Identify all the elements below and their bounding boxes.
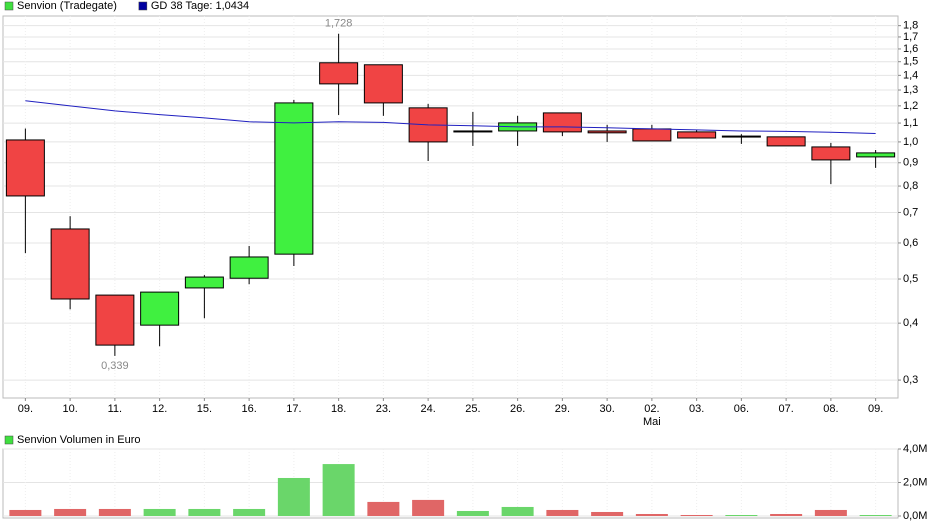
candle-body bbox=[766, 136, 806, 147]
candle-body bbox=[274, 102, 314, 255]
volume-bar bbox=[635, 513, 668, 516]
y-tick-label: 1,3 bbox=[903, 84, 918, 96]
candle-body bbox=[319, 62, 359, 85]
price-annotation: 1,728 bbox=[325, 18, 353, 30]
volume-bar bbox=[456, 510, 489, 516]
volume-bar bbox=[143, 508, 176, 516]
x-tick-label: 24. bbox=[420, 403, 435, 415]
y-tick-label: 0,6 bbox=[903, 237, 918, 249]
legend-swatch bbox=[4, 435, 14, 445]
volume-bar bbox=[501, 506, 534, 516]
y-tick-label: 1,4 bbox=[903, 69, 918, 81]
y-tick-label: 1,7 bbox=[903, 31, 918, 43]
y-tick-label: 1,6 bbox=[903, 43, 918, 55]
legend-label: Senvion Volumen in Euro bbox=[17, 434, 141, 446]
candle-body bbox=[95, 294, 135, 346]
candle-body bbox=[363, 64, 403, 104]
legend-swatch bbox=[138, 1, 148, 11]
volume-bar bbox=[277, 477, 310, 516]
price-frame bbox=[2, 15, 899, 399]
volume-bar bbox=[591, 511, 624, 516]
volume-bar bbox=[98, 508, 131, 516]
volume-frame bbox=[2, 448, 899, 519]
y-tick-label: 2,0M bbox=[903, 476, 927, 488]
x-tick-label: 02. bbox=[644, 403, 659, 415]
y-tick-label: 0,9 bbox=[903, 157, 918, 169]
candle-body bbox=[587, 130, 627, 134]
y-tick-label: 0,3 bbox=[903, 374, 918, 386]
volume-bar bbox=[412, 499, 445, 516]
candle-body bbox=[5, 139, 45, 197]
candle-body bbox=[453, 130, 493, 133]
volume-bar bbox=[546, 509, 579, 516]
candle-body bbox=[811, 146, 851, 161]
x-tick-label: 30. bbox=[599, 403, 614, 415]
volume-bar bbox=[322, 464, 355, 516]
x-tick-label: 07. bbox=[778, 403, 793, 415]
x-tick-label: 10. bbox=[62, 403, 77, 415]
x-tick-label: 12. bbox=[152, 403, 167, 415]
y-tick-label: 1,5 bbox=[903, 56, 918, 68]
candle-body bbox=[140, 291, 180, 326]
x-tick-label: 09. bbox=[18, 403, 33, 415]
y-tick-label: 4,0M bbox=[903, 443, 927, 455]
y-tick-label: 1,2 bbox=[903, 100, 918, 112]
volume-bar bbox=[680, 514, 713, 516]
candle-body bbox=[184, 276, 224, 289]
x-tick-label: 11. bbox=[108, 403, 122, 415]
candle-body bbox=[50, 228, 90, 300]
volume-bar bbox=[233, 508, 266, 516]
moving-average-line bbox=[25, 100, 876, 135]
x-tick-label: 25. bbox=[465, 403, 480, 415]
legend-label: GD 38 Tage: 1,0434 bbox=[151, 0, 249, 12]
x-tick-label: 16. bbox=[241, 403, 256, 415]
y-tick-label: 1,8 bbox=[903, 20, 918, 32]
candle-body bbox=[677, 131, 717, 139]
y-tick-label: 0,8 bbox=[903, 180, 918, 192]
y-tick-label: 0,5 bbox=[903, 273, 918, 285]
x-tick-label: 29. bbox=[555, 403, 570, 415]
x-tick-label: 15. bbox=[197, 403, 212, 415]
y-tick-label: 0,7 bbox=[903, 206, 918, 218]
x-tick-label: 08. bbox=[823, 403, 838, 415]
y-tick-label: 0,0M bbox=[903, 510, 927, 522]
volume-bar bbox=[367, 501, 400, 516]
x-tick-label: 09. bbox=[868, 403, 883, 415]
y-tick-label: 1,1 bbox=[903, 117, 918, 129]
x-tick-label: 17. bbox=[286, 403, 301, 415]
x-tick-label: 26. bbox=[510, 403, 525, 415]
x-tick-label: 03. bbox=[689, 403, 704, 415]
candle-body bbox=[856, 152, 896, 158]
volume-bar bbox=[9, 509, 42, 516]
candle-body bbox=[542, 112, 582, 133]
volume-bar bbox=[54, 508, 87, 516]
y-tick-label: 1,0 bbox=[903, 136, 918, 148]
x-tick-label: 06. bbox=[734, 403, 749, 415]
volume-bar bbox=[770, 513, 803, 516]
legend-swatch bbox=[4, 1, 14, 11]
candle-body bbox=[721, 135, 761, 138]
x-tick-sublabel: Mai bbox=[643, 416, 661, 428]
candle-body bbox=[229, 256, 269, 279]
volume-bar bbox=[188, 508, 221, 516]
x-tick-label: 18. bbox=[331, 403, 346, 415]
price-annotation: 0,339 bbox=[101, 360, 129, 372]
volume-bar bbox=[859, 514, 892, 516]
candle-body bbox=[632, 128, 672, 142]
legend-label: Senvion (Tradegate) bbox=[17, 0, 117, 12]
volume-bar bbox=[725, 514, 758, 516]
volume-bar bbox=[814, 509, 847, 516]
x-tick-label: 23. bbox=[376, 403, 391, 415]
y-tick-label: 0,4 bbox=[903, 317, 918, 329]
